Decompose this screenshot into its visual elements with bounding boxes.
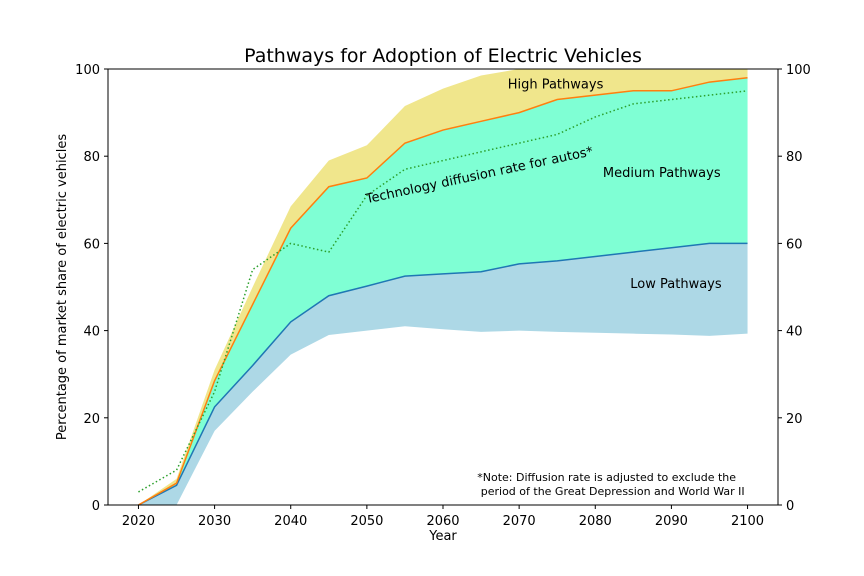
line-low-medium-boundary <box>138 242 748 506</box>
x-axis: 2020 2030 2040 2050 2060 2070 2080 2090 2100 <box>122 505 764 529</box>
y-tick-label-left: 60 <box>83 237 100 252</box>
y-tick-label-right: 60 <box>786 237 803 252</box>
x-tick-label: 2040 <box>274 514 307 529</box>
line-medium-high-boundary <box>138 76 748 506</box>
pathway-bands <box>138 69 748 505</box>
y-tick-label-left: 40 <box>83 325 100 340</box>
y-tick-label-right: 0 <box>786 499 794 514</box>
y-tick-label-right: 80 <box>786 150 803 165</box>
x-tick-label: 2080 <box>579 514 612 529</box>
y-tick-label-right: 20 <box>786 412 803 427</box>
y-tick-label-left: 0 <box>92 499 100 514</box>
chart-title: Pathways for Adoption of Electric Vehicl… <box>244 45 642 67</box>
band-low-pathways <box>138 243 748 505</box>
x-tick-label: 2020 <box>122 514 155 529</box>
x-tick-label: 2060 <box>426 514 459 529</box>
x-tick-label: 2070 <box>503 514 536 529</box>
annotation-high-pathways: High Pathways <box>508 78 604 93</box>
y-axis-left: 0 20 40 60 80 100 <box>75 63 108 514</box>
footnote: *Note: Diffusion rate is adjusted to exc… <box>477 471 744 498</box>
footnote-line: *Note: Diffusion rate is adjusted to exc… <box>477 471 736 484</box>
x-tick-label: 2050 <box>350 514 383 529</box>
annotation-medium-pathways: Medium Pathways <box>603 166 721 181</box>
annotation-low-pathways: Low Pathways <box>630 277 722 292</box>
y-axis-label: Percentage of market share of electric v… <box>55 134 70 440</box>
y-tick-label-right: 40 <box>786 325 803 340</box>
band-medium-pathways <box>138 77 748 505</box>
y-tick-label-left: 20 <box>83 412 100 427</box>
line-technology-diffusion-autos <box>138 90 748 493</box>
x-tick-label: 2090 <box>655 514 688 529</box>
pathway-lines <box>138 76 748 506</box>
band-high-pathways <box>138 69 748 505</box>
x-axis-label: Year <box>428 529 457 544</box>
y-axis-right: 0 20 40 60 80 100 <box>778 63 811 514</box>
y-tick-label-left: 100 <box>75 63 100 78</box>
y-tick-label-right: 100 <box>786 63 811 78</box>
x-tick-label: 2100 <box>731 514 764 529</box>
footnote-line: period of the Great Depression and World… <box>477 485 744 498</box>
y-tick-label-left: 80 <box>83 150 100 165</box>
x-tick-label: 2030 <box>198 514 231 529</box>
